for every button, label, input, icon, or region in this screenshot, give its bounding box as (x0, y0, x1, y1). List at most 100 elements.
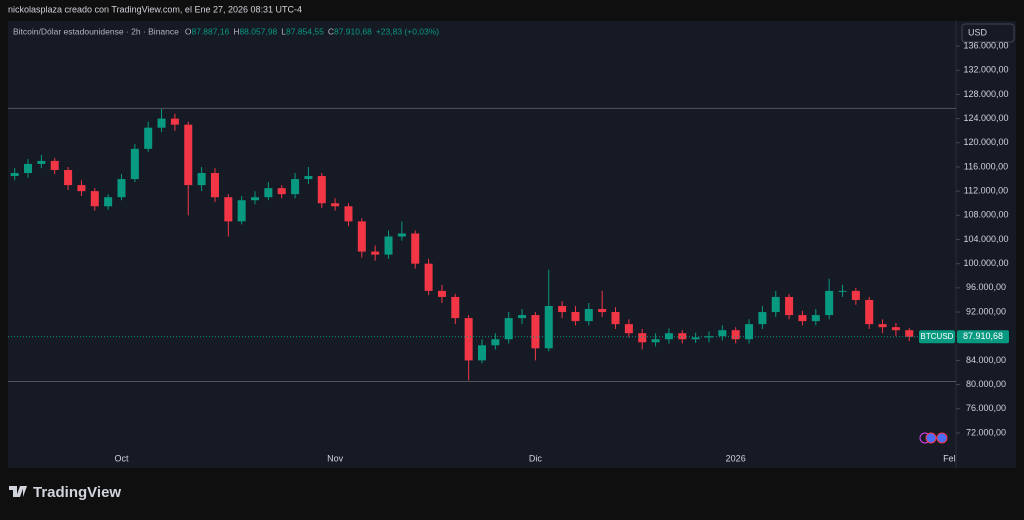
y-tick-label: 128.000,00 (963, 89, 1008, 99)
legend-change: +23,83 (+0,03%) (376, 26, 439, 36)
candle-body (678, 333, 687, 340)
candle-body (544, 306, 553, 349)
candle-body (117, 179, 126, 198)
price-badge (957, 330, 1009, 344)
candle-body (584, 309, 593, 322)
legend-key: L (281, 26, 286, 36)
candle-body (64, 170, 73, 186)
candle-body (664, 333, 673, 340)
candle-body (758, 312, 767, 325)
candle-body (184, 124, 193, 186)
legend-value: 87.910,68 (334, 26, 372, 36)
candle-body (451, 296, 460, 319)
y-tick-label: 80.000,00 (966, 379, 1006, 389)
candle-body (384, 236, 393, 255)
logo-text: TradingView (33, 484, 121, 501)
candle-body (825, 290, 834, 316)
candle-body (411, 233, 420, 264)
candle-body (277, 188, 286, 195)
candle-body (891, 327, 900, 331)
candle-body (10, 173, 19, 177)
x-tick-label: Nov (327, 453, 344, 463)
plot-area (8, 21, 1016, 468)
candle-body (611, 312, 620, 325)
legend-key: H (233, 26, 239, 36)
candle-body (237, 200, 246, 222)
y-tick-label: 132.000,00 (963, 65, 1008, 75)
candle-body (464, 318, 473, 361)
logo-icon (9, 486, 27, 497)
candle-body (251, 197, 260, 201)
candle-body (144, 127, 153, 149)
candle-body (424, 263, 433, 291)
candle-body (571, 312, 580, 322)
candle-body (317, 176, 326, 204)
candle-body (798, 315, 807, 322)
legend-value: 87.887,16 (191, 26, 229, 36)
candle-body (371, 251, 380, 255)
candle-body (264, 188, 273, 198)
event-icon (925, 432, 937, 444)
candle-body (50, 160, 59, 170)
x-tick-label: Oct (114, 453, 129, 463)
candle-body (745, 324, 754, 340)
y-tick-label: 136.000,00 (963, 40, 1008, 50)
currency-button[interactable] (961, 23, 1015, 43)
logo: TradingView (9, 484, 121, 501)
candle-body (771, 296, 780, 313)
legend-symbol: Bitcoin/Dólar estadounidense · 2h · Bina… (13, 26, 179, 36)
candle-body (838, 290, 847, 292)
candle-body (477, 345, 487, 361)
candle-body (558, 306, 567, 313)
y-tick-label: 100.000,00 (963, 258, 1008, 268)
currency-label[interactable]: USD (968, 27, 988, 37)
y-tick-label: 124.000,00 (963, 113, 1008, 123)
candle-body (865, 299, 874, 325)
candle-body (651, 339, 660, 343)
candle-body (491, 339, 500, 346)
y-tick-label: 96.000,00 (966, 282, 1006, 292)
candle-body (598, 309, 607, 313)
candle-body (304, 176, 313, 180)
candle-body (811, 315, 820, 322)
candle-body (397, 233, 406, 237)
candle-body (224, 197, 233, 222)
x-tick-label: Dic (529, 453, 542, 463)
candle-body (691, 337, 700, 340)
symbol-badge (919, 330, 955, 344)
x-tick-label: 2026 (726, 453, 746, 463)
candle-body (331, 203, 340, 207)
symbol-label: BTCUSD (921, 332, 954, 341)
candle-body (90, 191, 99, 207)
candle-body (130, 148, 139, 180)
legend-value: 87.854,55 (286, 26, 324, 36)
y-tick-label: 108.000,00 (963, 210, 1008, 220)
candle-body (704, 336, 713, 338)
candle-body (851, 290, 860, 300)
candle-body (785, 296, 794, 316)
candle-body (344, 206, 353, 222)
candle-body (878, 324, 887, 328)
candle-body (104, 197, 113, 207)
candle-body (210, 173, 219, 198)
x-tick-label: Fel (943, 453, 956, 463)
candle-body (77, 185, 86, 192)
candle-body (531, 315, 540, 349)
event-icons (919, 432, 948, 444)
candle-body (504, 318, 513, 340)
y-tick-label: 84.000,00 (966, 355, 1006, 365)
candle-body (37, 160, 46, 164)
candle-body (731, 330, 740, 340)
candle-body (24, 163, 33, 174)
candle-body (170, 118, 179, 125)
candle-body (357, 221, 366, 252)
candle-body (638, 333, 647, 343)
candle-body (291, 179, 300, 195)
legend-key: O (185, 26, 192, 36)
y-tick-label: 120.000,00 (963, 137, 1008, 147)
candle-body (905, 330, 914, 337)
y-tick-label: 112.000,00 (964, 186, 1008, 196)
price-label: 87.910,68 (963, 331, 1003, 341)
